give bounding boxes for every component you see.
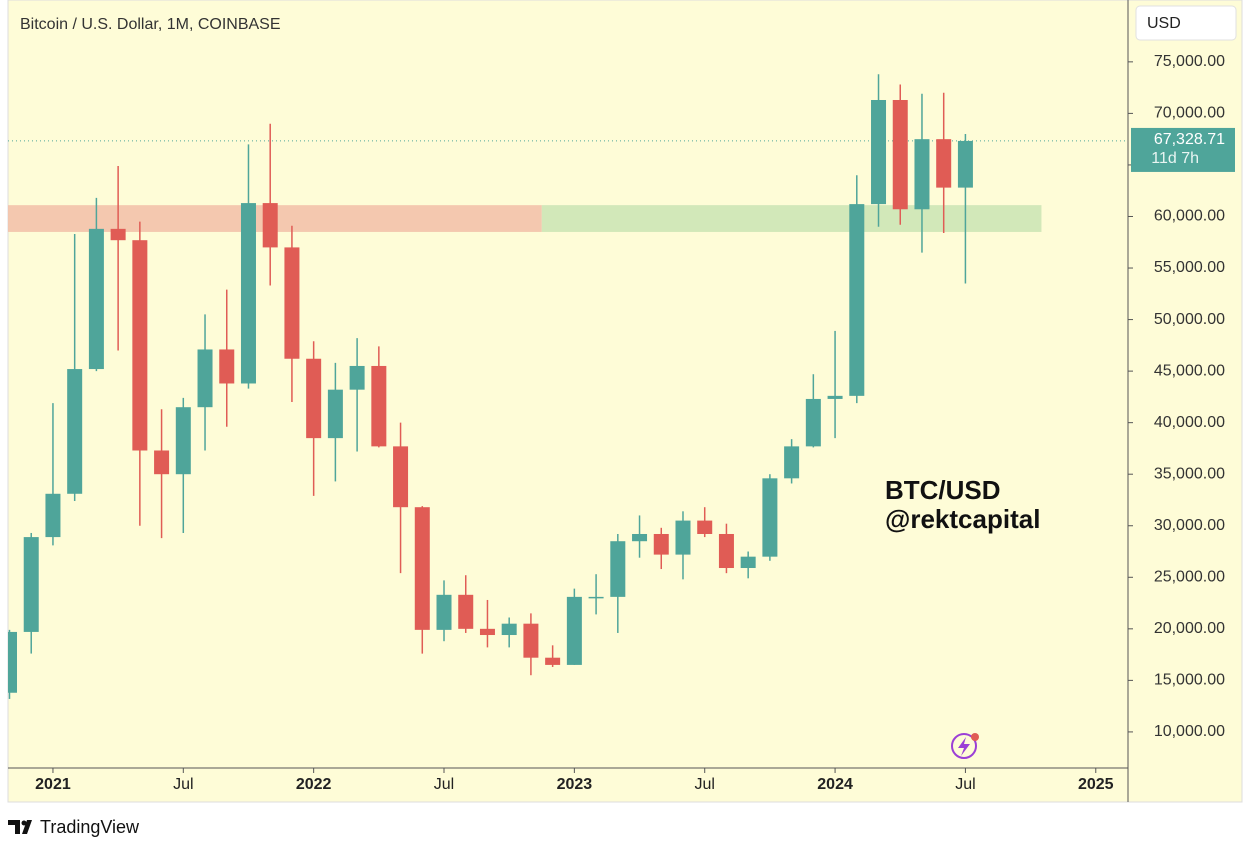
- candle-body: [523, 623, 539, 658]
- candle-body: [45, 493, 61, 538]
- y-tick-label: 60,000.00: [1154, 208, 1225, 225]
- last-price-tag: [1131, 127, 1235, 172]
- y-tick-label: 20,000.00: [1154, 620, 1225, 637]
- candle-body: [88, 228, 104, 370]
- candle-body: [784, 446, 800, 479]
- candle-body: [675, 520, 691, 555]
- y-tick-label: 55,000.00: [1154, 259, 1225, 276]
- annotation: BTC/USD: [885, 475, 1001, 505]
- candle-body: [284, 247, 300, 359]
- candle-body: [545, 657, 561, 665]
- candle-body: [8, 631, 17, 693]
- x-tick-label: 2021: [35, 776, 71, 793]
- candle-body: [23, 537, 39, 632]
- candle-body: [262, 203, 278, 248]
- x-tick-label: 2022: [296, 776, 332, 793]
- candle-body: [175, 407, 191, 475]
- plot-area: [8, 74, 1128, 699]
- y-tick-label: 30,000.00: [1154, 517, 1225, 534]
- candle-body: [805, 398, 821, 447]
- currency-label: USD: [1147, 15, 1181, 32]
- candle-body: [414, 507, 430, 630]
- candle-body: [632, 533, 648, 542]
- y-tick-label: 25,000.00: [1154, 569, 1225, 586]
- candle-body: [610, 541, 626, 597]
- x-tick-label: 2023: [557, 776, 593, 793]
- candle-body: [306, 358, 322, 439]
- y-tick-label: 15,000.00: [1154, 672, 1225, 689]
- candle-body: [240, 203, 256, 384]
- x-tick-label: 2024: [817, 776, 853, 793]
- candle-body: [653, 533, 669, 555]
- candle-body: [393, 446, 409, 508]
- candle-body: [219, 349, 235, 384]
- y-tick-label: 70,000.00: [1154, 105, 1225, 122]
- candle-body: [458, 594, 474, 629]
- candle-body: [914, 139, 930, 210]
- candle-body: [132, 240, 148, 451]
- annotation: @rektcapital: [885, 504, 1040, 534]
- x-tick-label: Jul: [434, 776, 454, 793]
- countdown: 11d 7h: [1151, 150, 1199, 167]
- y-tick-label: 10,000.00: [1154, 723, 1225, 740]
- candle-body: [566, 596, 582, 665]
- candle-body: [871, 99, 887, 205]
- x-tick-label: Jul: [694, 776, 714, 793]
- alert-icon[interactable]: [951, 733, 979, 759]
- y-tick-label: 40,000.00: [1154, 414, 1225, 431]
- y-tick-label: 35,000.00: [1154, 465, 1225, 482]
- candle-body: [849, 204, 865, 396]
- candle-body: [697, 520, 713, 534]
- candle-body: [349, 365, 365, 390]
- candle-body: [501, 623, 517, 636]
- chart-background: [7, 0, 1243, 803]
- chart-title: Bitcoin / U.S. Dollar, 1M, COINBASE: [20, 16, 281, 33]
- brand-name: TradingView: [40, 817, 140, 837]
- candle-body: [827, 395, 843, 399]
- candle-body: [154, 450, 170, 475]
- y-tick-label: 45,000.00: [1154, 362, 1225, 379]
- x-tick-label: Jul: [955, 776, 975, 793]
- candle-body: [740, 556, 756, 569]
- candle-body: [936, 139, 952, 188]
- candle-body: [371, 365, 387, 447]
- candle-body: [718, 533, 734, 569]
- candle-body: [957, 140, 973, 188]
- y-tick-label: 75,000.00: [1154, 53, 1225, 70]
- candle-body: [197, 349, 213, 408]
- y-tick-label: 50,000.00: [1154, 311, 1225, 328]
- candle-body: [479, 628, 495, 636]
- candle-body: [892, 99, 908, 210]
- zone: [541, 205, 1042, 232]
- last-price-label: 67,328.71: [1154, 131, 1225, 148]
- x-tick-label: 2025: [1078, 776, 1114, 793]
- candle-body: [110, 228, 126, 241]
- x-tick-label: Jul: [173, 776, 193, 793]
- candle-body: [762, 478, 778, 557]
- axes: 10,000.00 15,000.00 20,000.00 25,000.00 30,0…: [35, 53, 1235, 793]
- brand-logo: [8, 820, 32, 834]
- currency-button[interactable]: [1135, 5, 1237, 41]
- candle-body: [436, 594, 452, 630]
- candle-body: [67, 369, 83, 494]
- candle-body: [327, 389, 343, 439]
- candle-body: [588, 596, 604, 599]
